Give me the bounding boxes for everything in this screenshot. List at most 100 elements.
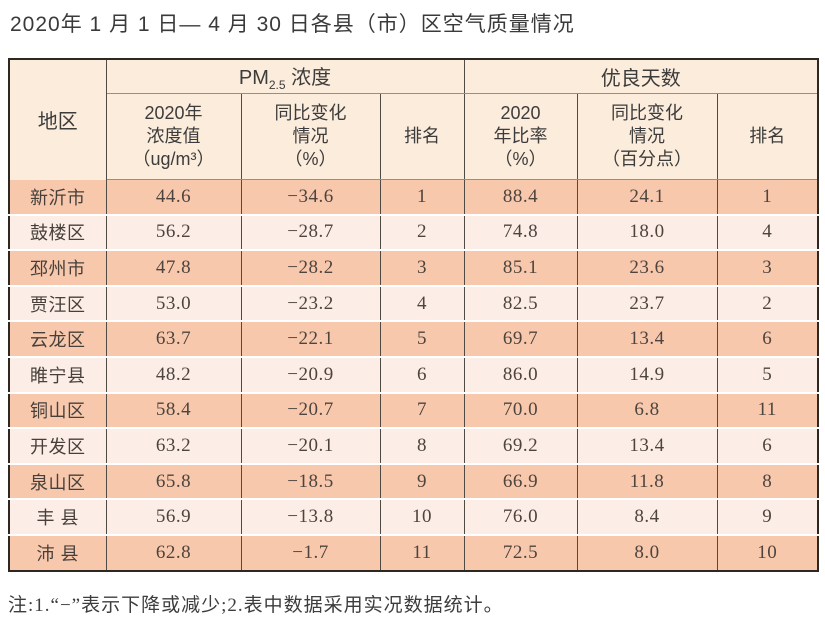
table-header: 地区 PM2.5 浓度 优良天数 2020年 浓度值 （ug/m³） 同比变化 … [8, 59, 819, 180]
table-row: 新沂市 44.6 −34.6 1 88.4 24.1 1 [8, 179, 819, 215]
value-cell: 63.2 [105, 427, 242, 464]
value-cell: −18.5 [240, 462, 381, 500]
column-header-gd-ratio: 2020 年比率 （%） [463, 93, 578, 180]
value-cell: 10 [379, 498, 465, 535]
value-cell: −1.7 [240, 533, 381, 571]
value-cell: 47.8 [105, 249, 242, 286]
value-cell: 86.0 [463, 355, 578, 393]
value-cell: 2 [716, 284, 819, 322]
column-header-gd-rank: 排名 [716, 93, 819, 180]
value-cell: 3 [716, 249, 819, 286]
value-cell: 76.0 [463, 498, 578, 535]
column-header-pm-value: 2020年 浓度值 （ug/m³） [105, 93, 242, 180]
value-cell: 4 [716, 213, 819, 251]
table-row: 云龙区 63.7 −22.1 5 69.7 13.4 6 [8, 320, 819, 357]
value-cell: 6.8 [576, 391, 718, 429]
page-title: 2020年 1 月 1 日— 4 月 30 日各县（市）区空气质量情况 [10, 13, 575, 36]
value-cell: −28.2 [240, 249, 381, 286]
value-cell: 5 [716, 355, 819, 393]
pm25-label-subscript: 2.5 [268, 78, 286, 92]
value-cell: 23.7 [576, 284, 718, 322]
value-cell: 2 [379, 213, 465, 251]
value-cell: 18.0 [576, 213, 718, 251]
air-quality-table: 地区 PM2.5 浓度 优良天数 2020年 浓度值 （ug/m³） 同比变化 … [8, 58, 820, 572]
region-cell: 丰 县 [8, 498, 107, 535]
value-cell: −34.6 [240, 179, 381, 215]
column-header-region: 地区 [8, 59, 107, 180]
value-cell: 88.4 [463, 179, 578, 215]
value-cell: −22.1 [240, 320, 381, 357]
pm25-label-prefix: PM [238, 67, 269, 89]
value-cell: 8.4 [576, 498, 718, 535]
value-cell: −13.8 [240, 498, 381, 535]
region-cell: 泉山区 [8, 462, 107, 500]
value-cell: 85.1 [463, 249, 578, 286]
value-cell: 72.5 [463, 533, 578, 571]
table-row: 睢宁县 48.2 −20.9 6 86.0 14.9 5 [8, 355, 819, 393]
value-cell: 82.5 [463, 284, 578, 322]
value-cell: 13.4 [576, 427, 718, 464]
value-cell: 11 [379, 533, 465, 571]
value-cell: 3 [379, 249, 465, 286]
value-cell: 69.7 [463, 320, 578, 357]
region-cell: 铜山区 [8, 391, 107, 429]
table-body: 新沂市 44.6 −34.6 1 88.4 24.1 1 鼓楼区 56.2 −28.7 2 74.8 1… [8, 179, 819, 571]
value-cell: 13.4 [576, 320, 718, 357]
value-cell: 23.6 [576, 249, 718, 286]
column-group-pm25: PM2.5 浓度 [105, 59, 465, 94]
region-cell: 贾汪区 [8, 284, 107, 322]
value-cell: 11 [716, 391, 819, 429]
value-cell: 44.6 [105, 179, 242, 215]
column-header-gd-change: 同比变化 情况 （百分点） [576, 93, 718, 180]
table-row: 邳州市 47.8 −28.2 3 85.1 23.6 3 [8, 249, 819, 286]
column-header-pm-change: 同比变化 情况 （%） [240, 93, 381, 180]
value-cell: 4 [379, 284, 465, 322]
table-row: 沛 县 62.8 −1.7 11 72.5 8.0 10 [8, 533, 819, 571]
value-cell: 8.0 [576, 533, 718, 571]
value-cell: 9 [716, 498, 819, 535]
region-cell: 云龙区 [8, 320, 107, 357]
value-cell: 65.8 [105, 462, 242, 500]
value-cell: 70.0 [463, 391, 578, 429]
footnote: 注:1.“−”表示下降或减少;2.表中数据采用实况数据统计。 [8, 595, 504, 616]
value-cell: 1 [716, 179, 819, 215]
table-row: 贾汪区 53.0 −23.2 4 82.5 23.7 2 [8, 284, 819, 322]
table-row: 鼓楼区 56.2 −28.7 2 74.8 18.0 4 [8, 213, 819, 251]
value-cell: 1 [379, 179, 465, 215]
value-cell: 6 [716, 427, 819, 464]
value-cell: 58.4 [105, 391, 242, 429]
value-cell: 56.9 [105, 498, 242, 535]
value-cell: −28.7 [240, 213, 381, 251]
value-cell: 24.1 [576, 179, 718, 215]
header-row-groups: 地区 PM2.5 浓度 优良天数 [8, 59, 819, 180]
pm25-label-suffix: 浓度 [285, 67, 332, 89]
value-cell: 7 [379, 391, 465, 429]
value-cell: 5 [379, 320, 465, 357]
column-header-pm-rank: 排名 [379, 93, 465, 180]
value-cell: 8 [379, 427, 465, 464]
table-row: 铜山区 58.4 −20.7 7 70.0 6.8 11 [8, 391, 819, 429]
value-cell: −23.2 [240, 284, 381, 322]
value-cell: −20.9 [240, 355, 381, 393]
value-cell: 56.2 [105, 213, 242, 251]
value-cell: 74.8 [463, 213, 578, 251]
value-cell: 48.2 [105, 355, 242, 393]
header-row-subcolumns: 2020年 浓度值 （ug/m³） 同比变化 情况 （%） 排名 2020 年比… [9, 93, 819, 180]
value-cell: 63.7 [105, 320, 242, 357]
value-cell: 11.8 [576, 462, 718, 500]
region-cell: 睢宁县 [8, 355, 107, 393]
table-row: 泉山区 65.8 −18.5 9 66.9 11.8 8 [8, 462, 819, 500]
value-cell: 6 [379, 355, 465, 393]
value-cell: 14.9 [576, 355, 718, 393]
region-cell: 鼓楼区 [8, 213, 107, 251]
region-cell: 开发区 [8, 427, 107, 464]
value-cell: 10 [716, 533, 819, 571]
value-cell: 9 [379, 462, 465, 500]
region-cell: 新沂市 [8, 179, 107, 215]
value-cell: 53.0 [105, 284, 242, 322]
value-cell: −20.1 [240, 427, 381, 464]
region-cell: 沛 县 [8, 533, 107, 571]
value-cell: 69.2 [463, 427, 578, 464]
value-cell: 66.9 [463, 462, 578, 500]
